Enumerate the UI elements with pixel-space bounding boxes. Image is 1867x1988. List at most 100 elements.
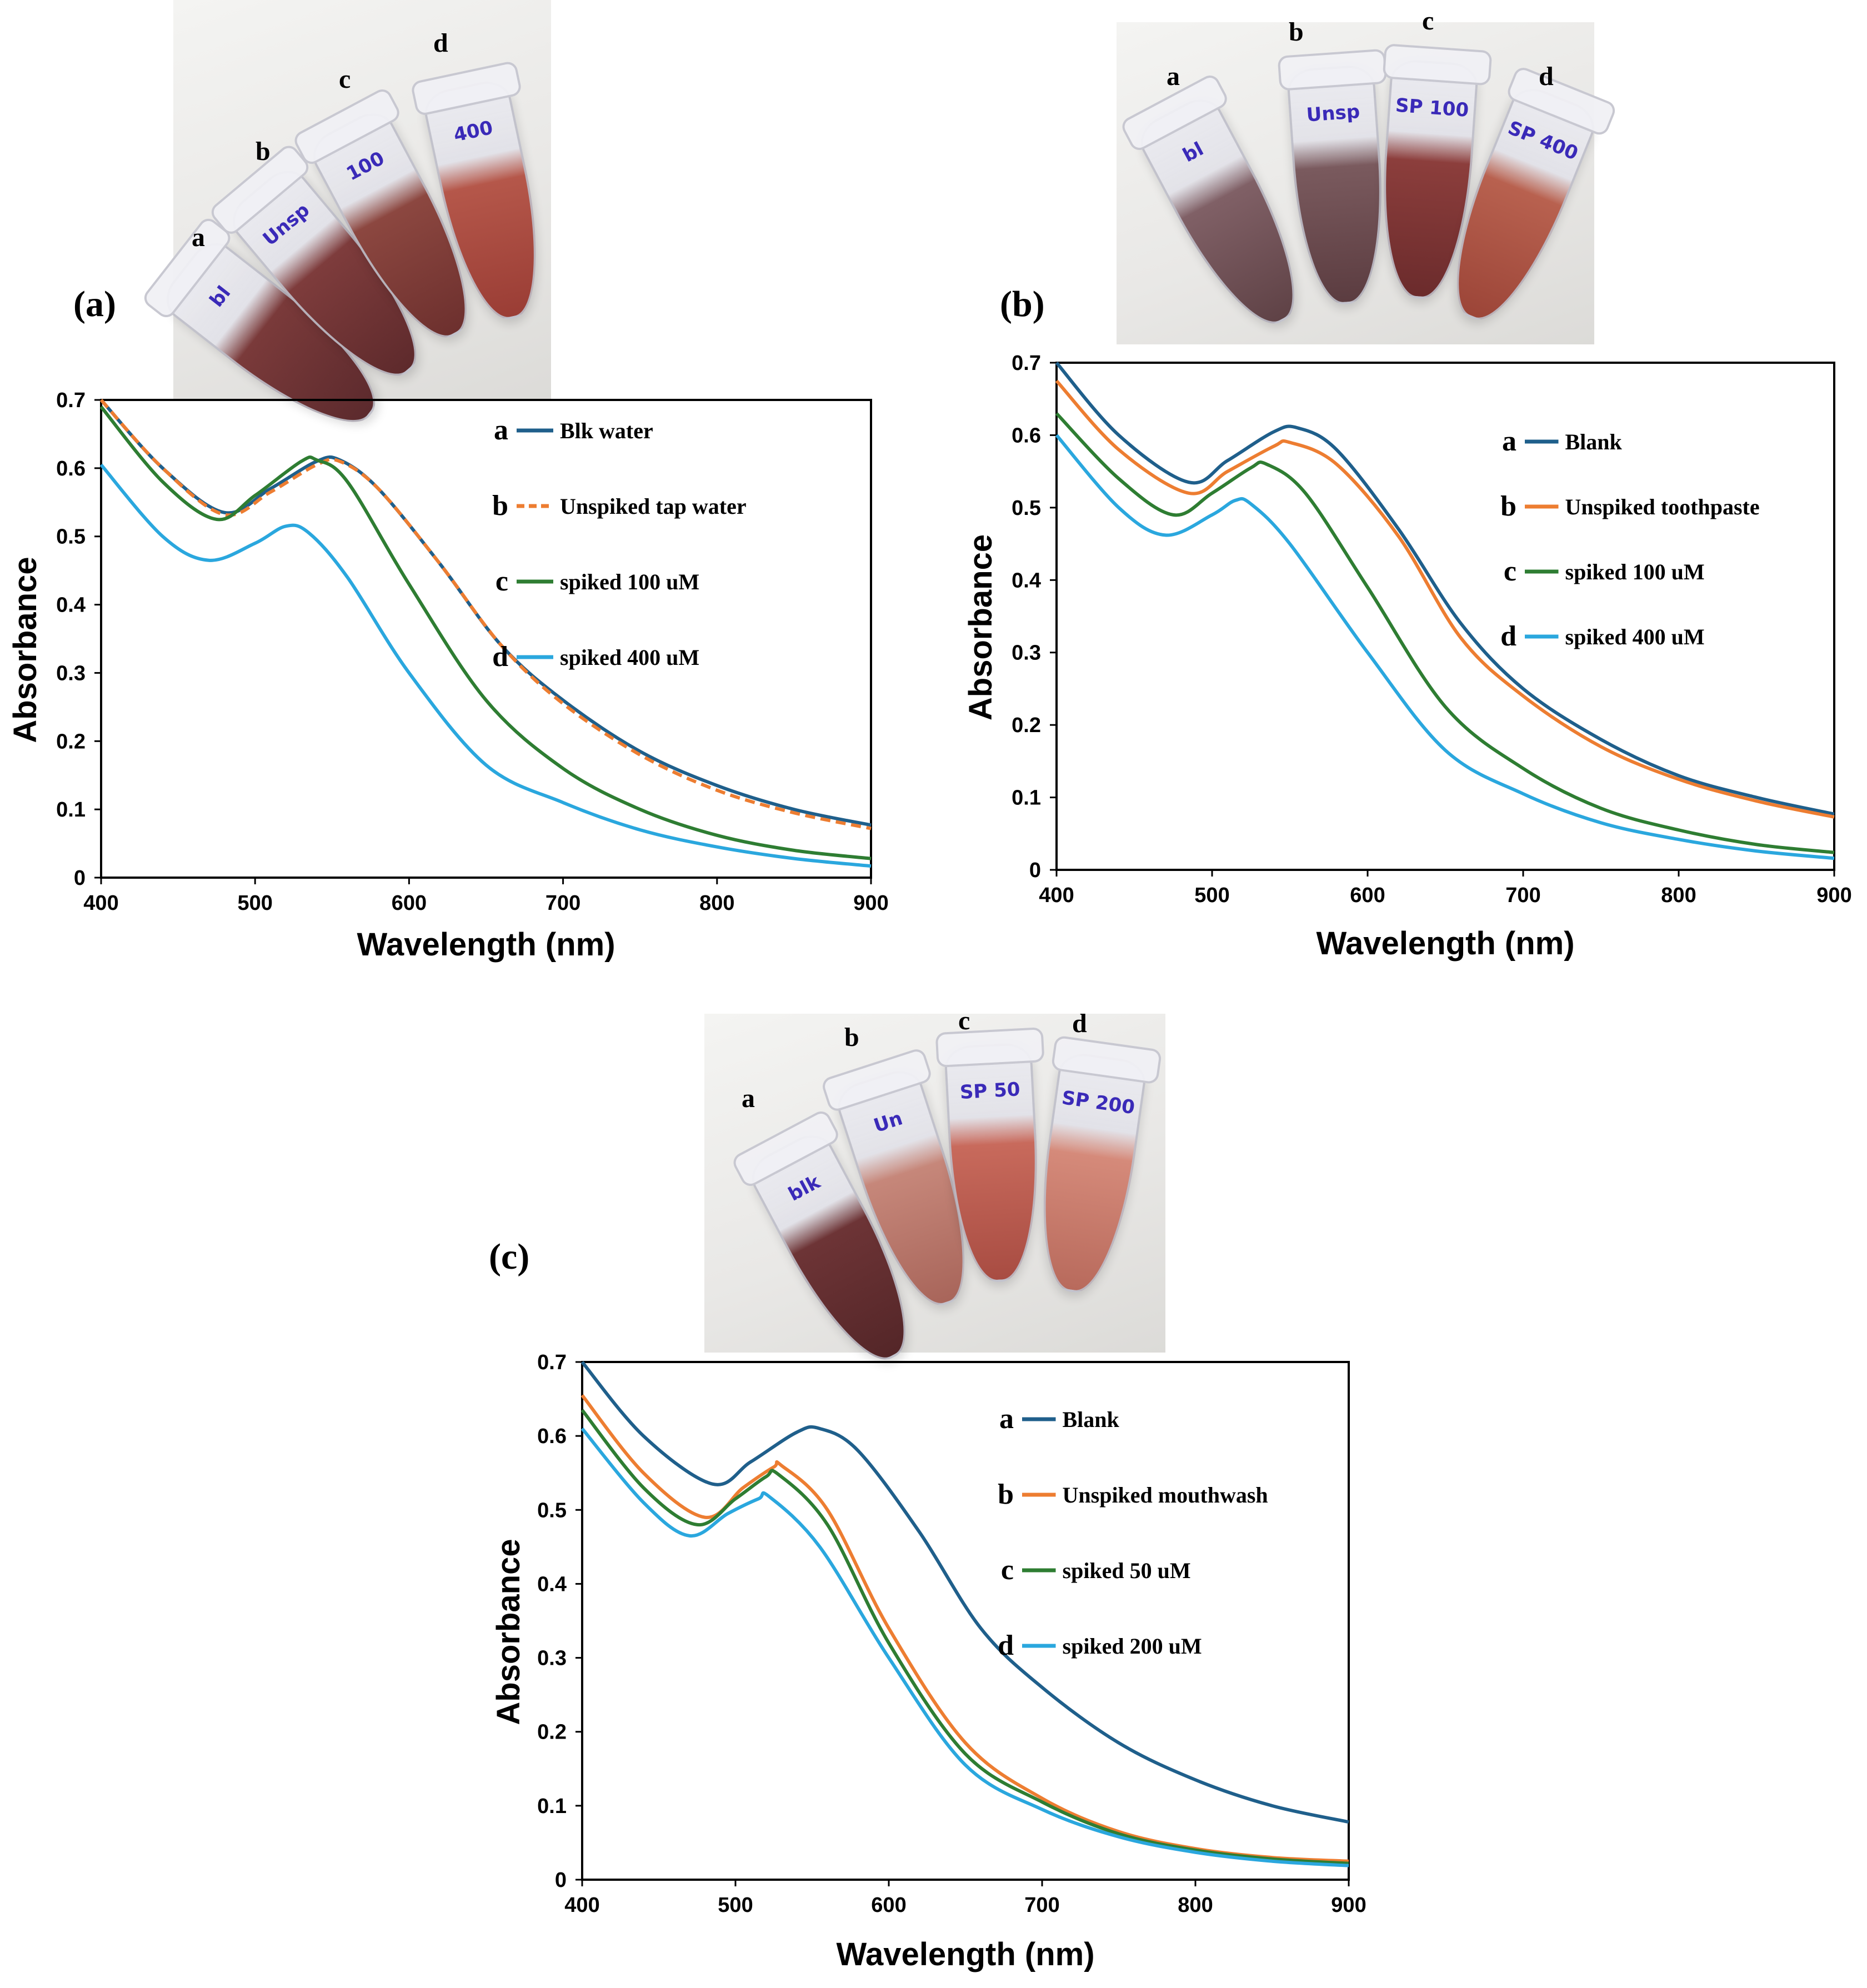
y-tick-label: 0.5 [537, 1499, 567, 1522]
x-tick-label: 800 [699, 892, 734, 915]
legend-letter: d [492, 641, 508, 673]
x-tick-label: 700 [1024, 1894, 1059, 1917]
series-line-b [1055, 379, 1835, 819]
y-tick-label: 0.2 [537, 1721, 567, 1744]
y-tick-label: 0.3 [56, 662, 86, 685]
x-tick-label: 400 [83, 892, 118, 915]
y-tick-label: 0.2 [1012, 714, 1041, 737]
legend-label: Blk water [560, 418, 653, 443]
x-axis-label: Wavelength (nm) [357, 927, 615, 963]
legend-label: Unspiked tap water [560, 494, 747, 519]
y-tick-label: 0.7 [56, 389, 86, 412]
x-tick-label: 600 [392, 892, 427, 915]
legend-letter: c [495, 565, 508, 597]
series-line-a [1055, 362, 1835, 816]
x-tick-label: 400 [564, 1894, 599, 1917]
tube-letter: a [1167, 62, 1180, 91]
legend-letter: b [998, 1479, 1014, 1510]
x-tick-label: 400 [1039, 884, 1074, 907]
y-tick-label: 0.3 [1012, 642, 1041, 665]
series-line-c [580, 1409, 1349, 1865]
y-tick-label: 0 [1029, 859, 1041, 882]
series-line-b [99, 398, 872, 830]
series-line-d [1055, 434, 1835, 860]
legend-letter: b [1500, 490, 1516, 522]
legend-letter: d [1500, 620, 1516, 652]
x-axis-label: Wavelength (nm) [1316, 925, 1574, 962]
y-tick-label: 0.7 [537, 1351, 567, 1374]
tube-letter: c [958, 1006, 970, 1035]
series-line-c [1055, 412, 1835, 854]
tube-letter: b [256, 137, 271, 166]
legend-label: spiked 100 uM [560, 569, 699, 594]
y-tick-label: 0.1 [537, 1795, 567, 1818]
tube-letter: b [1289, 17, 1304, 47]
x-tick-label: 500 [237, 892, 272, 915]
y-tick-label: 0.6 [1012, 424, 1041, 447]
x-tick-label: 900 [1331, 1894, 1366, 1917]
y-axis-label: Absorbance [963, 534, 999, 720]
x-tick-label: 600 [1350, 884, 1385, 907]
legend-label: spiked 200 uM [1063, 1634, 1202, 1659]
tube-letter: d [433, 28, 448, 58]
plot-frame [100, 399, 872, 879]
x-tick-label: 500 [1194, 884, 1229, 907]
legend-label: spiked 400 uM [1565, 624, 1705, 649]
y-tick-label: 0.5 [1012, 497, 1041, 520]
x-tick-label: 600 [871, 1894, 906, 1917]
y-tick-label: 0.4 [537, 1573, 567, 1596]
y-tick-label: 0.6 [537, 1425, 567, 1448]
y-tick-label: 0.2 [56, 730, 86, 753]
panel-tag-b: (b) [1000, 284, 1045, 324]
y-axis-label: Absorbance [490, 1539, 527, 1725]
y-tick-label: 0.7 [1012, 352, 1041, 375]
x-tick-label: 700 [545, 892, 580, 915]
y-tick-label: 0.5 [56, 525, 86, 549]
legend-letter: a [494, 414, 508, 446]
tube-letter: d [1539, 62, 1554, 91]
x-tick-label: 900 [853, 892, 888, 915]
y-tick-label: 0.4 [56, 594, 86, 617]
tube-letter: b [844, 1023, 859, 1052]
legend-label: Unspiked toothpaste [1565, 494, 1760, 519]
legend-letter: c [1001, 1554, 1014, 1586]
y-tick-label: 0.3 [537, 1647, 567, 1670]
legend-label: spiked 100 uM [1565, 559, 1705, 584]
y-axis-label: Absorbance [7, 557, 43, 743]
legend-letter: a [999, 1403, 1014, 1435]
series-line-d [580, 1427, 1349, 1867]
series-line-b [580, 1394, 1349, 1863]
plot-frame [1055, 362, 1835, 871]
legend-label: spiked 400 uM [560, 645, 699, 670]
series-line-d [99, 463, 872, 868]
legend-label: Blank [1565, 429, 1623, 454]
x-tick-label: 500 [718, 1894, 753, 1917]
tube-letter: c [1422, 6, 1434, 36]
legend-letter: d [998, 1630, 1014, 1661]
series-line-c [99, 405, 872, 860]
tube-letter: a [742, 1084, 755, 1113]
legend-label: spiked 50 uM [1063, 1558, 1191, 1583]
x-tick-label: 800 [1661, 884, 1696, 907]
tube-letter: a [192, 223, 205, 252]
legend-letter: c [1504, 555, 1516, 587]
x-tick-label: 700 [1505, 884, 1540, 907]
x-axis-label: Wavelength (nm) [836, 1936, 1094, 1972]
tube-letter: c [339, 64, 351, 94]
y-tick-label: 0.6 [56, 457, 86, 480]
x-tick-label: 800 [1178, 1894, 1213, 1917]
y-tick-label: 0.1 [56, 798, 86, 822]
series-line-a [580, 1361, 1349, 1824]
chart-0: 400 500 600 700 800 900 0 0.1 0.2 0.3 0.4 0.5 0.6 0.7… [7, 389, 889, 963]
legend-label: Blank [1063, 1407, 1120, 1432]
y-tick-label: 0 [74, 867, 86, 890]
x-tick-label: 900 [1816, 884, 1851, 907]
series-line-a [99, 398, 872, 827]
panel-tag-c: (c) [489, 1236, 530, 1277]
panel-tag-a: (a) [73, 284, 116, 324]
legend-label: Unspiked mouthwash [1063, 1483, 1268, 1508]
chart-1: 400 500 600 700 800 900 0 0.1 0.2 0.3 0.4 0.5 0.6 0.7… [963, 352, 1852, 962]
chart-2: 400 500 600 700 800 900 0 0.1 0.2 0.3 0.4 0.5 0.6 0.7… [490, 1351, 1367, 1972]
tube-letter: d [1072, 1009, 1087, 1038]
